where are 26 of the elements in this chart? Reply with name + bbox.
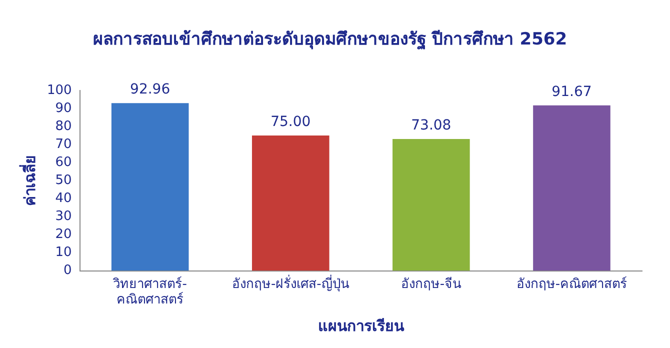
bar: [252, 136, 330, 271]
y-tick-label: 50: [55, 172, 72, 188]
x-tick-label: อังกฤษ-คณิตศาสตร์: [516, 276, 628, 292]
y-axis-title: ค่าเฉลี่ย: [18, 155, 39, 206]
y-tick-label: 40: [55, 191, 72, 206]
y-tick-label: 30: [55, 209, 72, 224]
y-tick-label: 20: [55, 227, 72, 242]
data-label: 92.96: [130, 82, 170, 98]
x-axis-title: แผนการเรียน: [318, 316, 405, 335]
chart-title: ผลการสอบเข้าศึกษาต่อระดับอุดมศึกษาของรัฐ ปีการศึกษา 2562: [92, 28, 568, 51]
x-tick-label: อังกฤษ-จีน: [400, 276, 462, 292]
y-tick-label: 100: [46, 82, 72, 98]
data-label: 91.67: [552, 84, 592, 100]
y-tick-label: 0: [64, 263, 72, 278]
y-tick-label: 10: [55, 245, 72, 260]
x-tick-label: วิทยาศาสตร์-คณิตศาสตร์: [112, 276, 188, 308]
data-label: 73.08: [411, 118, 452, 134]
y-tick-label: 90: [55, 100, 72, 116]
x-tick-label: อังกฤษ-ฝรั่งเศส-ญี่ปุ่น: [232, 274, 350, 292]
data-label: 75.00: [270, 114, 311, 130]
y-tick-label: 80: [55, 118, 72, 134]
y-tick-label: 70: [55, 136, 72, 152]
bar: [111, 103, 189, 271]
bar: [392, 138, 470, 271]
bar: [533, 105, 610, 271]
y-tick-label: 60: [55, 154, 72, 170]
